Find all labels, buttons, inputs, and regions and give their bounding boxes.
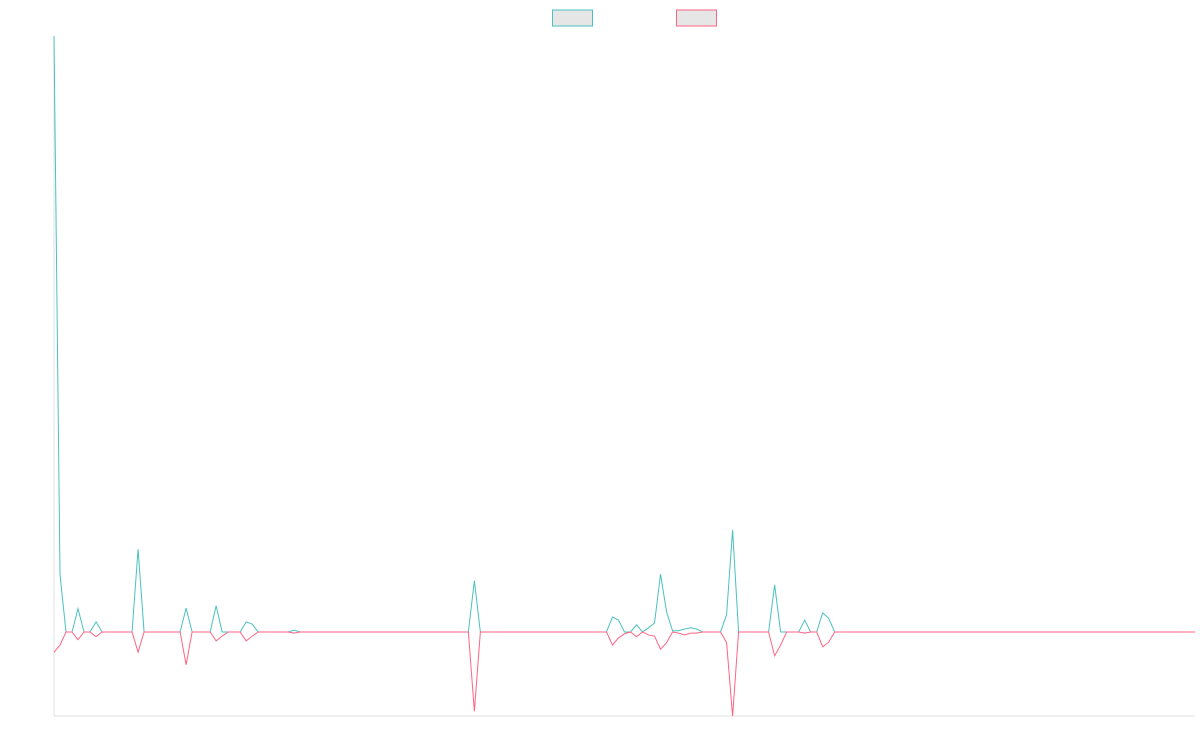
legend-swatch [552,9,593,27]
legend-swatch [676,9,717,27]
series-line [53,35,1195,633]
series-line [53,631,1195,717]
